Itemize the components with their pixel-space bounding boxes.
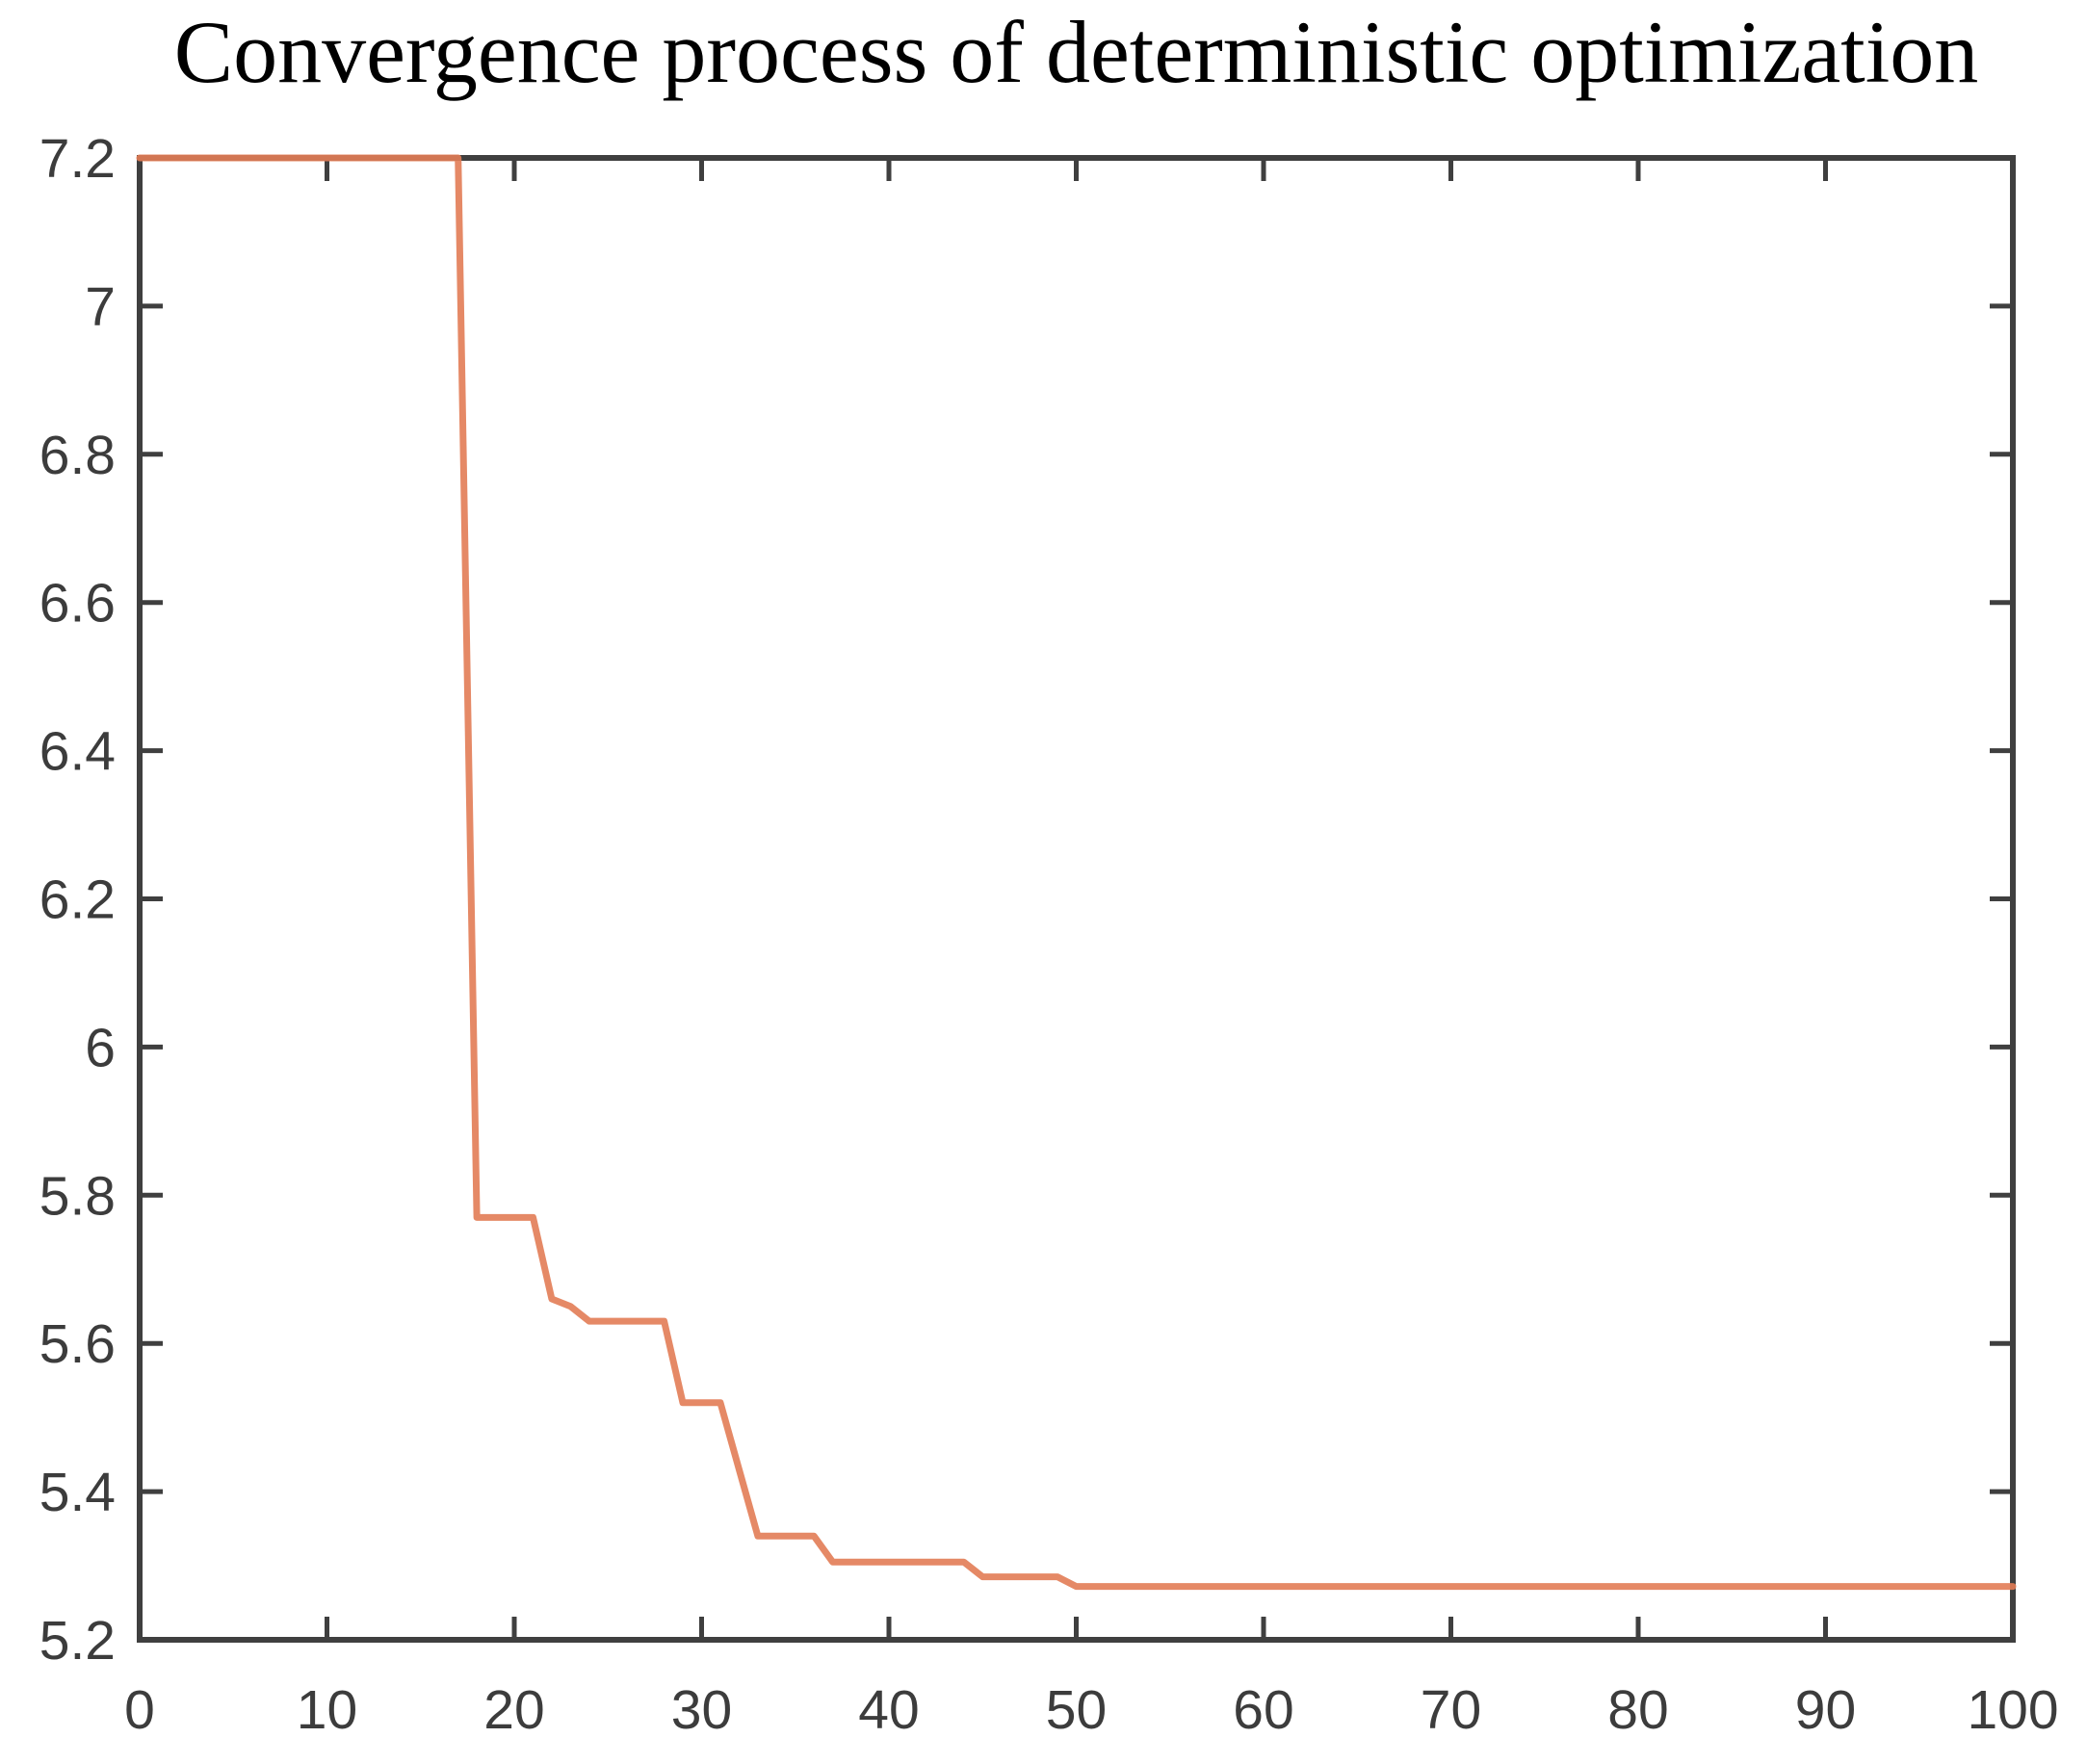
convergence-line [136, 154, 2017, 1591]
y-tick-label: 7 [85, 276, 116, 338]
x-tick-label: 10 [297, 1679, 357, 1741]
y-tick-label: 5.4 [39, 1462, 116, 1523]
x-tick-label: 0 [124, 1679, 155, 1741]
x-tick-label: 60 [1233, 1679, 1293, 1741]
y-tick-label: 5.2 [39, 1610, 116, 1672]
x-tick-label: 50 [1046, 1679, 1107, 1741]
x-tick-label: 30 [671, 1679, 732, 1741]
y-tick-label: 6.6 [39, 573, 116, 635]
x-tick-label: 20 [483, 1679, 544, 1741]
y-tick-label: 5.8 [39, 1165, 116, 1227]
x-tick-label: 90 [1795, 1679, 1856, 1741]
y-tick-label: 6.4 [39, 721, 116, 783]
chart-title: Convergence process of deterministic opt… [173, 3, 1979, 101]
y-tick-label: 7.2 [39, 128, 116, 190]
x-tick-label: 70 [1421, 1679, 1481, 1741]
y-tick-label: 6.2 [39, 869, 116, 931]
x-tick-label: 100 [1967, 1679, 2058, 1741]
y-tick-label: 6 [85, 1017, 116, 1078]
x-tick-label: 80 [1607, 1679, 1668, 1741]
y-tick-label: 6.8 [39, 425, 116, 486]
x-tick-label: 40 [858, 1679, 919, 1741]
y-tick-label: 5.6 [39, 1313, 116, 1375]
plot-box [137, 155, 2016, 1643]
